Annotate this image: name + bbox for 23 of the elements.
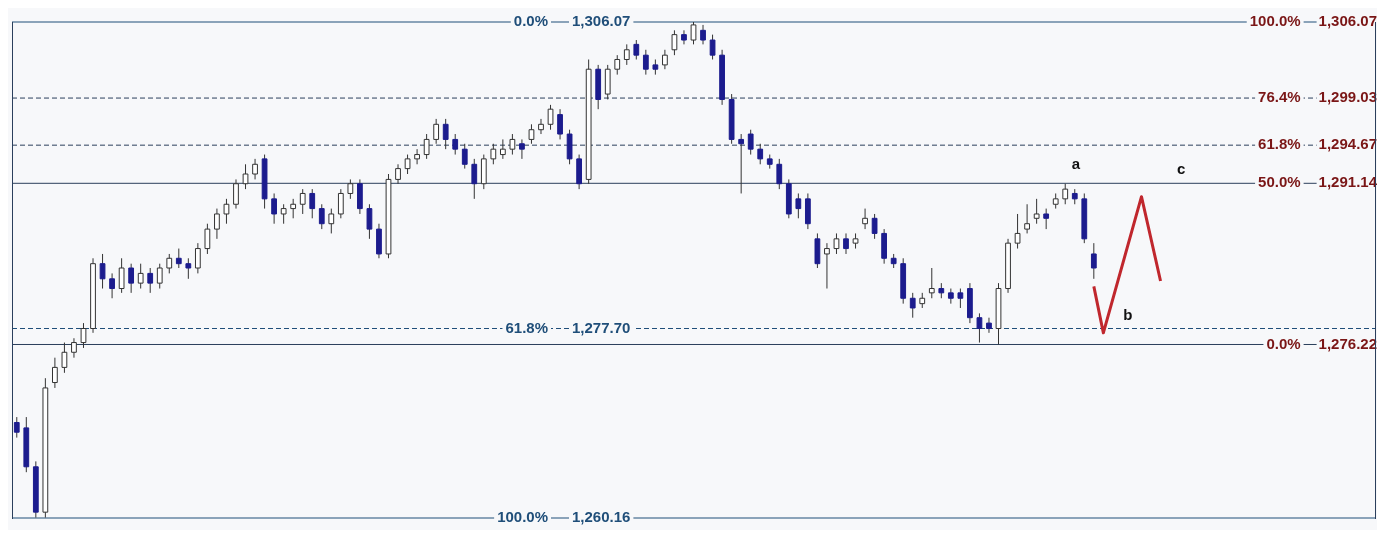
candlestick: [557, 108, 563, 140]
candlestick: [233, 178, 239, 210]
candlestick: [681, 29, 687, 45]
candlestick: [1024, 203, 1030, 234]
y2-tick-label: 61.8%: [1258, 135, 1301, 153]
y2-tick-label: 76.4%: [1258, 88, 1301, 106]
y3-tick-label: 0.0%: [513, 12, 548, 30]
y2-tick-label: 50.0%: [1258, 173, 1301, 191]
ref-line-label: 1,306.07: [572, 12, 631, 30]
y-tick-label: 1,306.07: [1318, 12, 1377, 30]
annotation: b: [1123, 306, 1133, 324]
candlestick: [395, 163, 401, 185]
candlestick: [519, 138, 525, 160]
ref-line-label: 1,277.70: [572, 318, 631, 336]
y3-tick-label: 100.0%: [497, 508, 548, 526]
y2-tick-label: 0.0%: [1266, 334, 1301, 352]
annotation: c: [1177, 159, 1186, 177]
y2-tick-label: 100.0%: [1249, 12, 1301, 30]
candlestick: [71, 337, 77, 359]
y3-tick-label: 61.8%: [505, 318, 548, 336]
ref-line-label: 1,260.16: [572, 508, 631, 526]
candlestick: [90, 257, 96, 334]
annotation: a: [1071, 154, 1081, 172]
